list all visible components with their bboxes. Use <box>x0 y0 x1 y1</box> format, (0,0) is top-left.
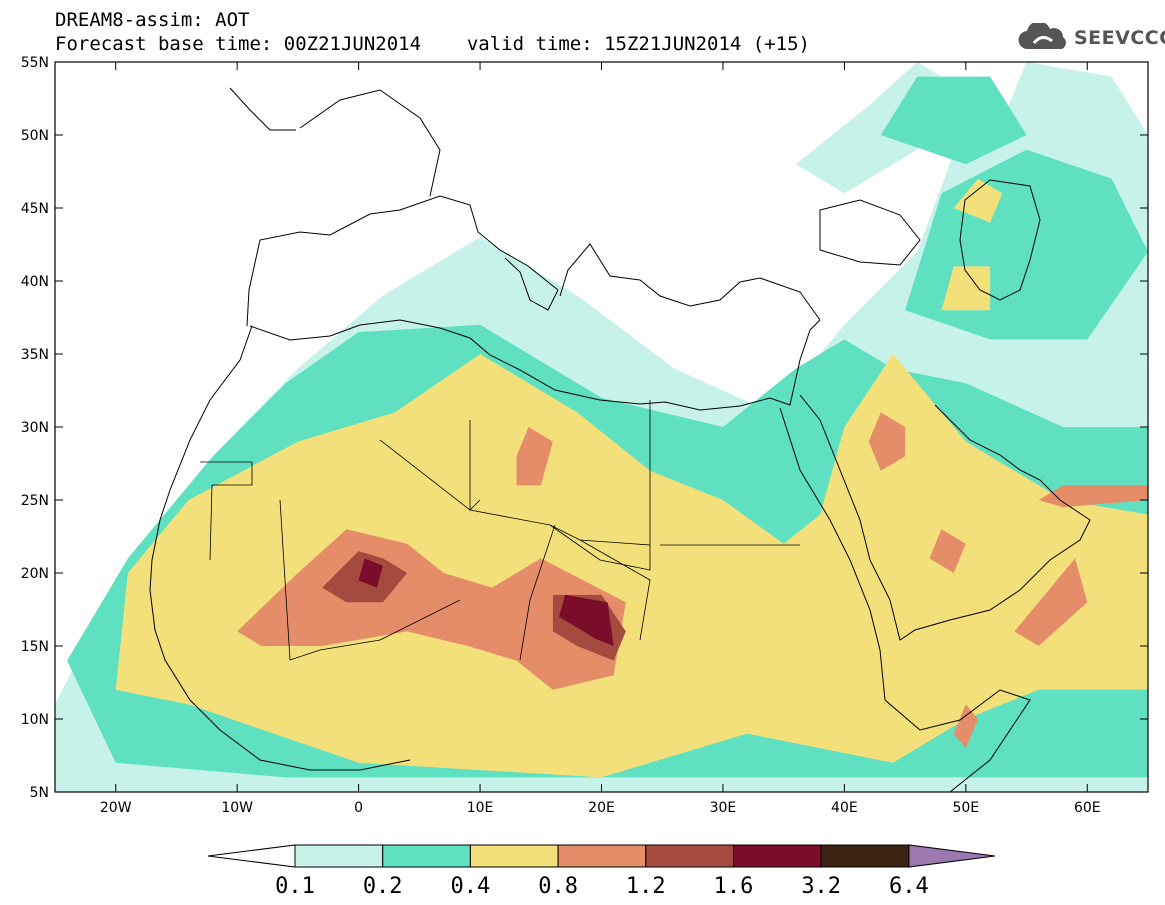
lat-tick-label: 50N <box>21 128 49 144</box>
lat-tick-label: 40N <box>21 274 49 290</box>
colorbar-label: 6.4 <box>889 874 929 899</box>
lon-tick-label: 10W <box>221 800 253 816</box>
country-borders <box>200 400 800 661</box>
lon-tick-label: 30E <box>710 800 737 816</box>
colorbar-label: 0.2 <box>363 874 403 899</box>
map-title: DREAM8-assim: AOT <box>55 9 250 31</box>
lon-tick-label: 50E <box>952 800 979 816</box>
lon-tick-label: 20E <box>588 800 615 816</box>
colorbar-under-arrow <box>207 844 296 868</box>
aot-0.4-caspian-north <box>953 178 1003 223</box>
aot-0.8-arabia <box>929 529 966 573</box>
lat-tick-label: 45N <box>21 201 49 217</box>
colorbar-bin <box>733 844 822 868</box>
aot-0.8-libya <box>516 427 553 486</box>
lat-tick-label: 35N <box>21 347 49 363</box>
aot-0.8-oman <box>1014 558 1088 646</box>
aot-0.8-somalia <box>953 704 978 749</box>
lon-tick-label: 20W <box>100 800 132 816</box>
aot-0.4-caspian-south <box>941 266 991 311</box>
lat-tick-label: 55N <box>21 55 49 71</box>
aot-0.8-mali-niger <box>237 529 626 690</box>
lon-tick-label: 10E <box>467 800 494 816</box>
aot-1.6-mali-core <box>358 558 383 588</box>
colorbar-label: 1.6 <box>714 874 754 899</box>
colorbar-label: 3.2 <box>801 874 841 899</box>
aot-0.8-pakistan-coast <box>1038 485 1148 508</box>
colorbar-bin <box>557 844 647 868</box>
seevccc-logo: SEEVCCC <box>1018 22 1165 54</box>
lat-tick-label: 20N <box>21 566 49 582</box>
lat-tick-label: 25N <box>21 493 49 509</box>
colorbar-bin <box>820 844 910 868</box>
colorbar-label: 0.8 <box>538 874 578 899</box>
lon-tick-label: 60E <box>1074 800 1101 816</box>
colorbar-label: 0.1 <box>275 874 315 899</box>
forecast-times: Forecast base time: 00Z21JUN2014 valid t… <box>55 34 810 54</box>
colorbar-bin <box>469 844 559 868</box>
colorbar-over-arrow <box>908 844 996 868</box>
colorbar: 0.1 0.2 0.4 0.8 1.2 1.6 3.2 6.4 <box>207 844 996 899</box>
lon-tick-label: 0 <box>354 800 363 816</box>
colorbar-bin <box>645 844 734 868</box>
aot-1.6-chad-core <box>559 594 614 646</box>
valid-time: valid time: 15Z21JUN2014 (+15) <box>466 33 810 55</box>
aot-0.2-russia-north <box>880 76 1027 165</box>
colorbar-bin <box>382 844 471 868</box>
lat-tick-label: 10N <box>21 712 49 728</box>
colorbar-label: 0.4 <box>451 874 491 899</box>
base-time: Forecast base time: 00Z21JUN2014 <box>55 33 422 55</box>
lon-tick-label: 40E <box>831 800 858 816</box>
aot-0.8-iraq <box>868 412 906 471</box>
lat-tick-label: 30N <box>21 420 49 436</box>
logo-text: SEEVCCC <box>1074 27 1165 49</box>
colorbar-label: 1.2 <box>626 874 666 899</box>
lat-tick-label: 15N <box>21 639 49 655</box>
axis-ticks: 20W 10W 0 10E 20E 30E 40E 50E 60E 5N 10N 15N 20N 25N 3… <box>21 55 1148 816</box>
lat-tick-label: 5N <box>30 785 49 801</box>
coastlines <box>149 87 1091 792</box>
colorbar-bin <box>294 844 384 868</box>
cloud-icon <box>1018 23 1066 50</box>
aot-contours <box>55 62 1148 792</box>
